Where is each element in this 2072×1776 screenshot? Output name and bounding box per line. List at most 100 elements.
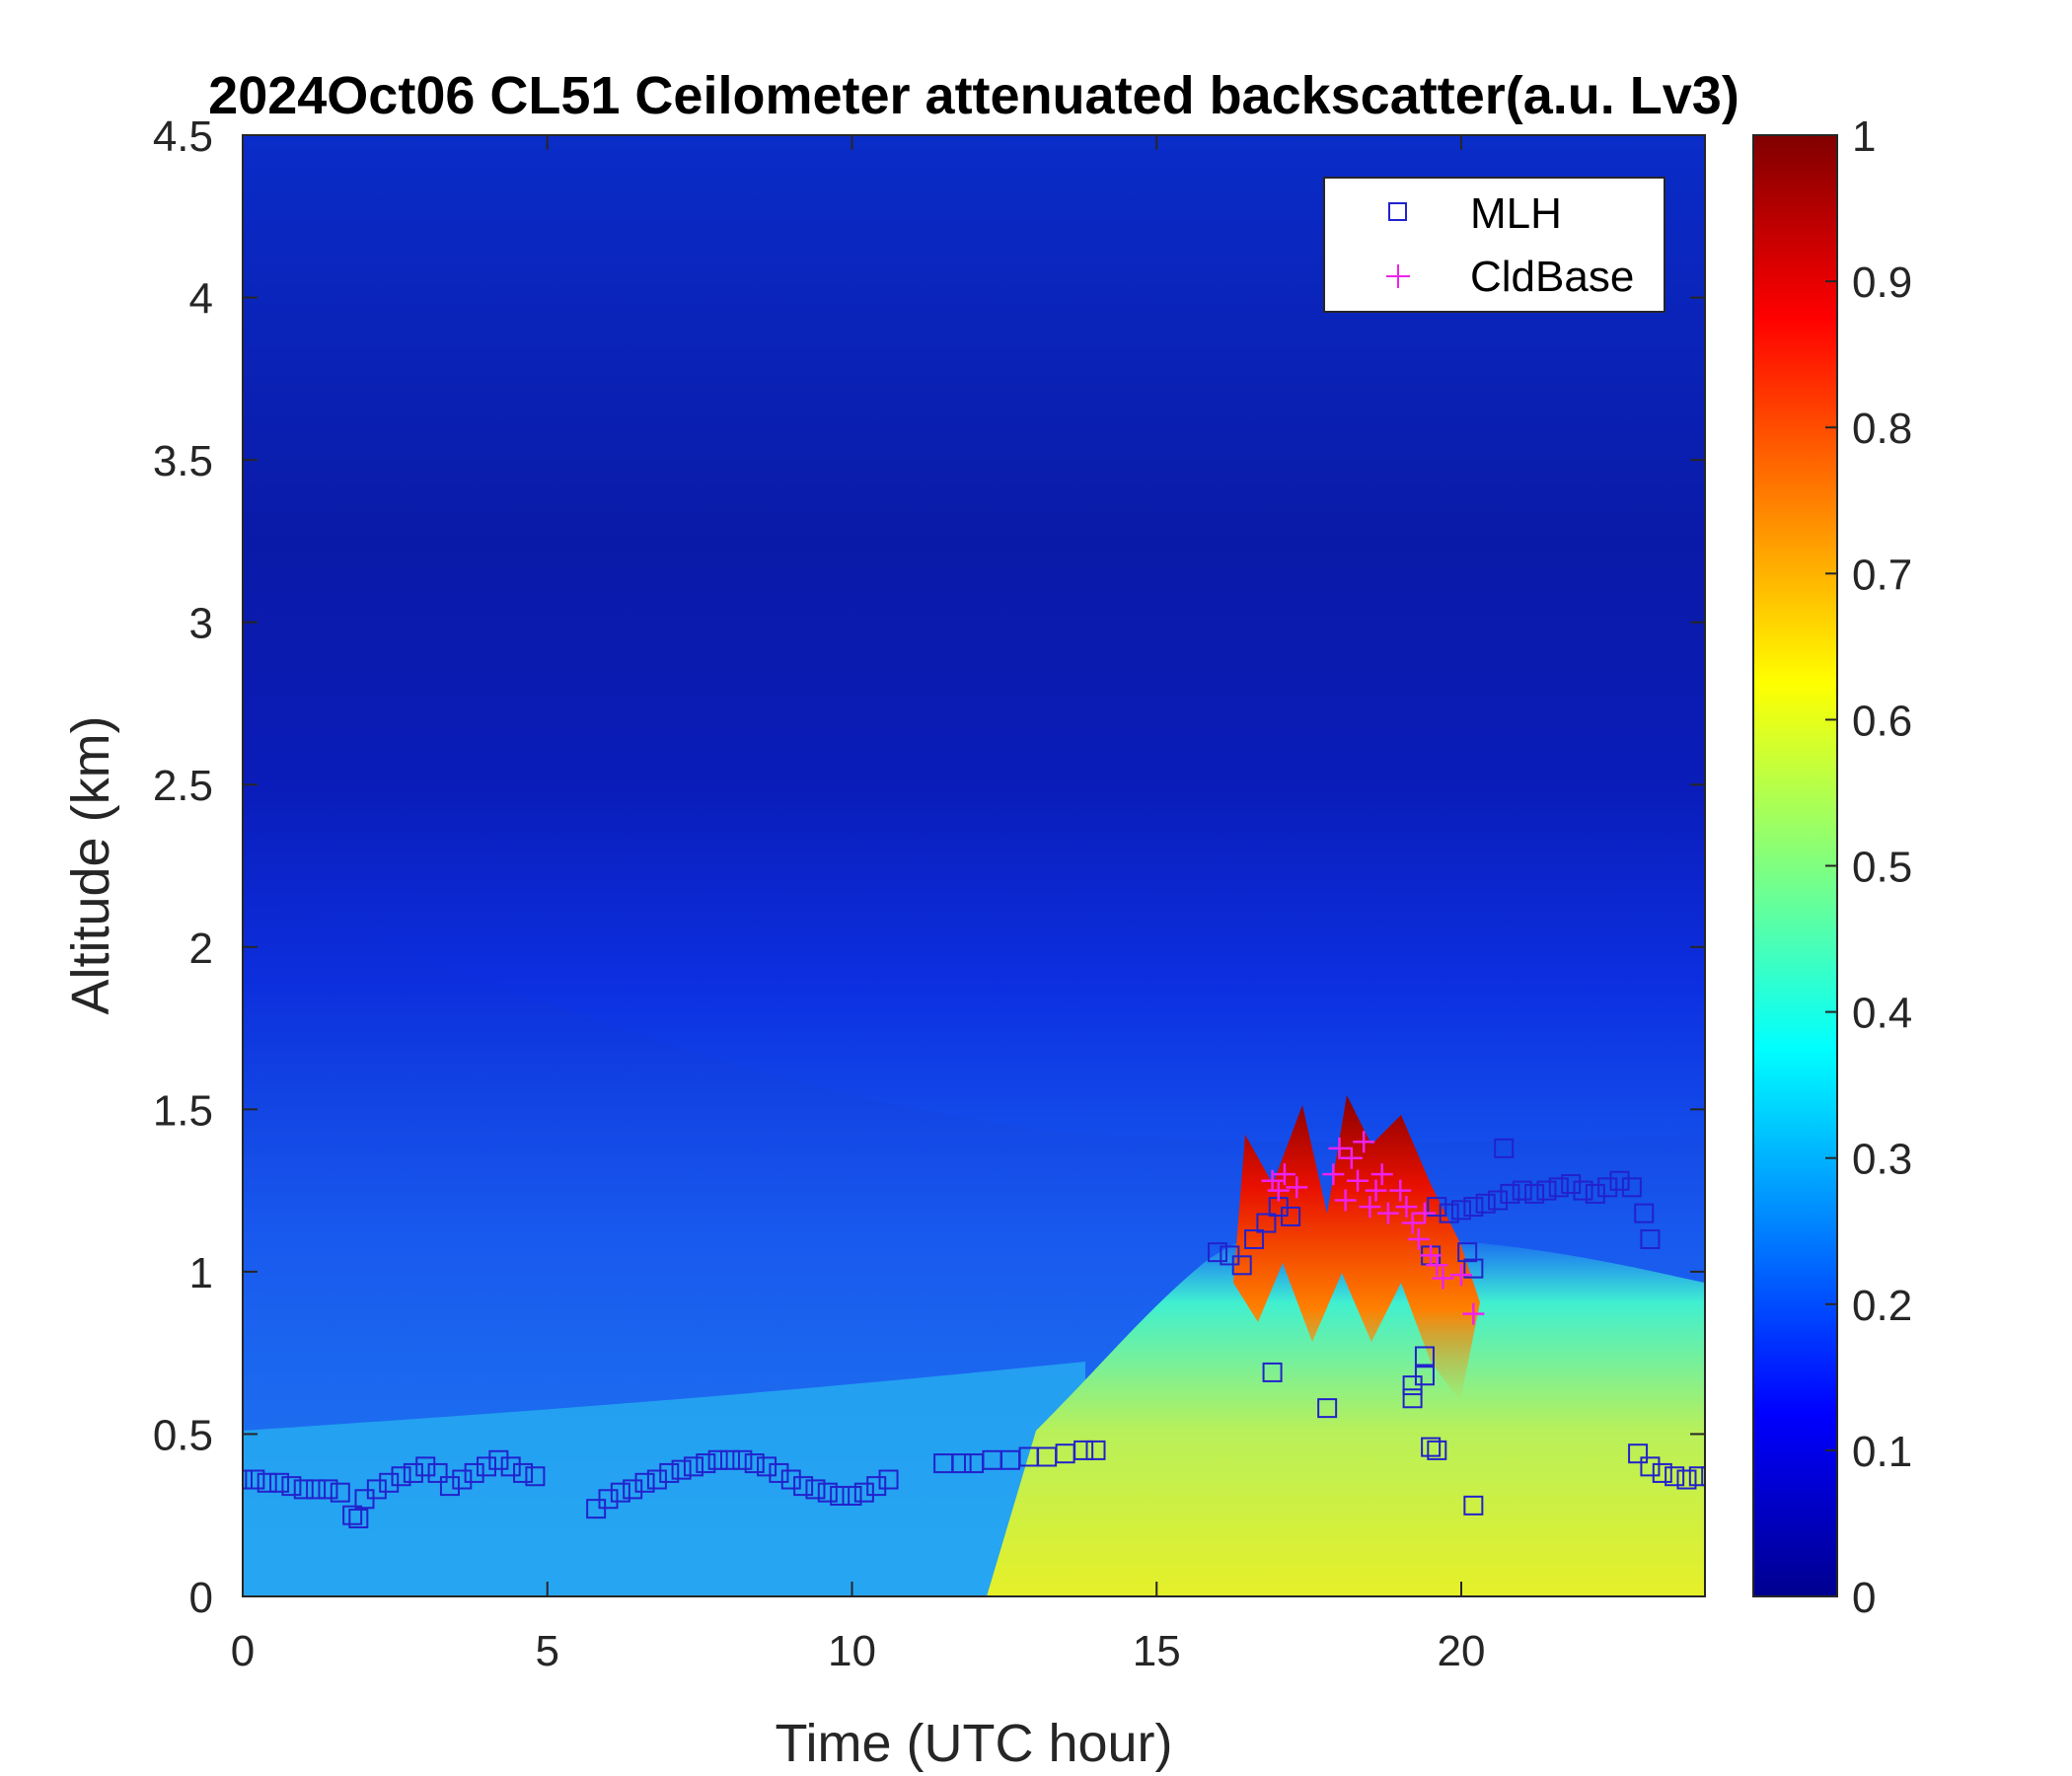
mlh-point: [1463, 1258, 1484, 1279]
mlh-point: [318, 1479, 338, 1500]
mlh-point: [1621, 1177, 1642, 1198]
colorbar-tick-label: 0.9: [1852, 259, 1912, 307]
mlh-point: [306, 1479, 327, 1500]
colorbar-tick-label: 1: [1852, 112, 1876, 161]
mlh-point: [243, 1469, 253, 1490]
mlh-point: [683, 1456, 703, 1477]
x-tick-label: 15: [1133, 1627, 1181, 1675]
mlh-point: [391, 1466, 411, 1487]
mlh-point: [1256, 1213, 1277, 1233]
mlh-point: [1573, 1180, 1593, 1201]
mlh-point: [1500, 1183, 1520, 1204]
mlh-point: [1628, 1443, 1649, 1464]
colorbar-tick-label: 0.4: [1852, 990, 1912, 1038]
colorbar: 0 0.1 0.2 0.3 0.4 0.5 0.6 0.7 0.8 0.9 1: [1752, 112, 1912, 1622]
mlh-point: [817, 1482, 838, 1503]
mlh-point: [623, 1479, 643, 1500]
mlh-point: [1073, 1440, 1094, 1460]
mlh-point: [1488, 1190, 1509, 1211]
mlh-point: [696, 1453, 716, 1474]
mlh-point: [1085, 1440, 1106, 1460]
mlh-point: [1414, 1346, 1435, 1367]
cldbase-point: [1462, 1302, 1485, 1325]
heatmap-surface-layer: [243, 1362, 1085, 1596]
colorbar-tick-label: 0.2: [1852, 1282, 1912, 1330]
y-tick-label: 2: [189, 925, 213, 973]
mlh-point: [659, 1462, 680, 1483]
colorbar-tick-label: 0.8: [1852, 405, 1912, 453]
cldbase-point: [1395, 1196, 1418, 1219]
mlh-point: [1512, 1180, 1532, 1201]
cldbase-point: [1365, 1179, 1387, 1202]
colorbar-tick-label: 0.3: [1852, 1136, 1912, 1184]
heatmap-plot-area: [243, 135, 1705, 1596]
mlh-point: [281, 1476, 302, 1497]
heatmap-cloud-layer: [1233, 1095, 1480, 1401]
mlh-point: [1634, 1203, 1655, 1223]
mlh-point: [1231, 1255, 1252, 1276]
mlh-point: [1676, 1469, 1697, 1490]
mlh-point: [1548, 1177, 1569, 1198]
mlh-point: [439, 1476, 460, 1497]
mlh-point: [415, 1456, 436, 1477]
cldbase-point: [1267, 1179, 1290, 1202]
cldbase-point: [1426, 1254, 1448, 1277]
mlh-point: [1652, 1462, 1672, 1483]
x-tick-label: 10: [828, 1627, 876, 1675]
mlh-point: [780, 1469, 801, 1490]
mlh-point: [1640, 1228, 1661, 1249]
mlh-point: [769, 1462, 789, 1483]
colorbar-tick-label: 0.5: [1852, 844, 1912, 892]
y-tick-label: 0: [189, 1574, 213, 1622]
mlh-point: [366, 1479, 387, 1500]
mlh-point: [1463, 1495, 1484, 1516]
mlh-point: [1457, 1242, 1478, 1263]
legend-mlh-marker: [1388, 202, 1407, 221]
mlh-point: [1561, 1174, 1582, 1195]
mlh-point: [257, 1472, 277, 1493]
mlh-point: [1688, 1466, 1705, 1487]
legend-mlh-label: MLH: [1470, 189, 1562, 238]
x-axis-label: Time (UTC hour): [775, 1714, 1172, 1773]
y-tick-label: 2.5: [153, 762, 213, 810]
mlh-point: [500, 1456, 521, 1477]
y-tick-label: 0.5: [153, 1411, 213, 1459]
colorbar-tick-label: 0.6: [1852, 697, 1912, 745]
mlh-point: [646, 1469, 667, 1490]
y-tick-label: 1.5: [153, 1086, 213, 1135]
mlh-point: [830, 1485, 851, 1506]
mlh-point: [1439, 1203, 1459, 1223]
y-axis-label: Altitude (km): [61, 715, 120, 1014]
x-tick-label: 0: [231, 1627, 255, 1675]
mlh-point: [1475, 1193, 1496, 1214]
mlh-point: [293, 1479, 314, 1500]
mlh-point: [342, 1505, 363, 1525]
cldbase-point: [1322, 1163, 1345, 1186]
cldbase-point: [1340, 1147, 1363, 1169]
mlh-point: [842, 1485, 862, 1506]
cldbase-point: [1370, 1163, 1393, 1186]
mlh-point: [525, 1466, 546, 1487]
mlh-point: [634, 1472, 655, 1493]
y-tick-label: 3.5: [153, 437, 213, 485]
mlh-point: [732, 1449, 753, 1470]
legend: MLH CldBase: [1323, 177, 1665, 313]
mlh-point: [866, 1476, 887, 1497]
y-tick-label: 1: [189, 1249, 213, 1297]
mlh-point: [707, 1449, 728, 1470]
mlh-point: [403, 1462, 423, 1483]
mlh-point: [1524, 1183, 1545, 1204]
x-tick-label: 5: [536, 1627, 559, 1675]
mlh-point: [1463, 1197, 1484, 1218]
mlh-point: [1317, 1398, 1338, 1419]
mlh-point: [1402, 1388, 1423, 1409]
y-tick-label: 4.5: [153, 112, 213, 161]
heatmap-afternoon-aerosol: [987, 1229, 1705, 1596]
cldbase-point: [1389, 1179, 1412, 1202]
mlh-point: [1701, 1466, 1705, 1487]
y-axis-ticks: 0 0.5 1 1.5 2 2.5 3 3.5 4 4.5: [153, 112, 1705, 1622]
cldbase-point: [1328, 1137, 1351, 1159]
series-marks: [243, 1131, 1705, 1529]
mlh-point: [793, 1476, 814, 1497]
